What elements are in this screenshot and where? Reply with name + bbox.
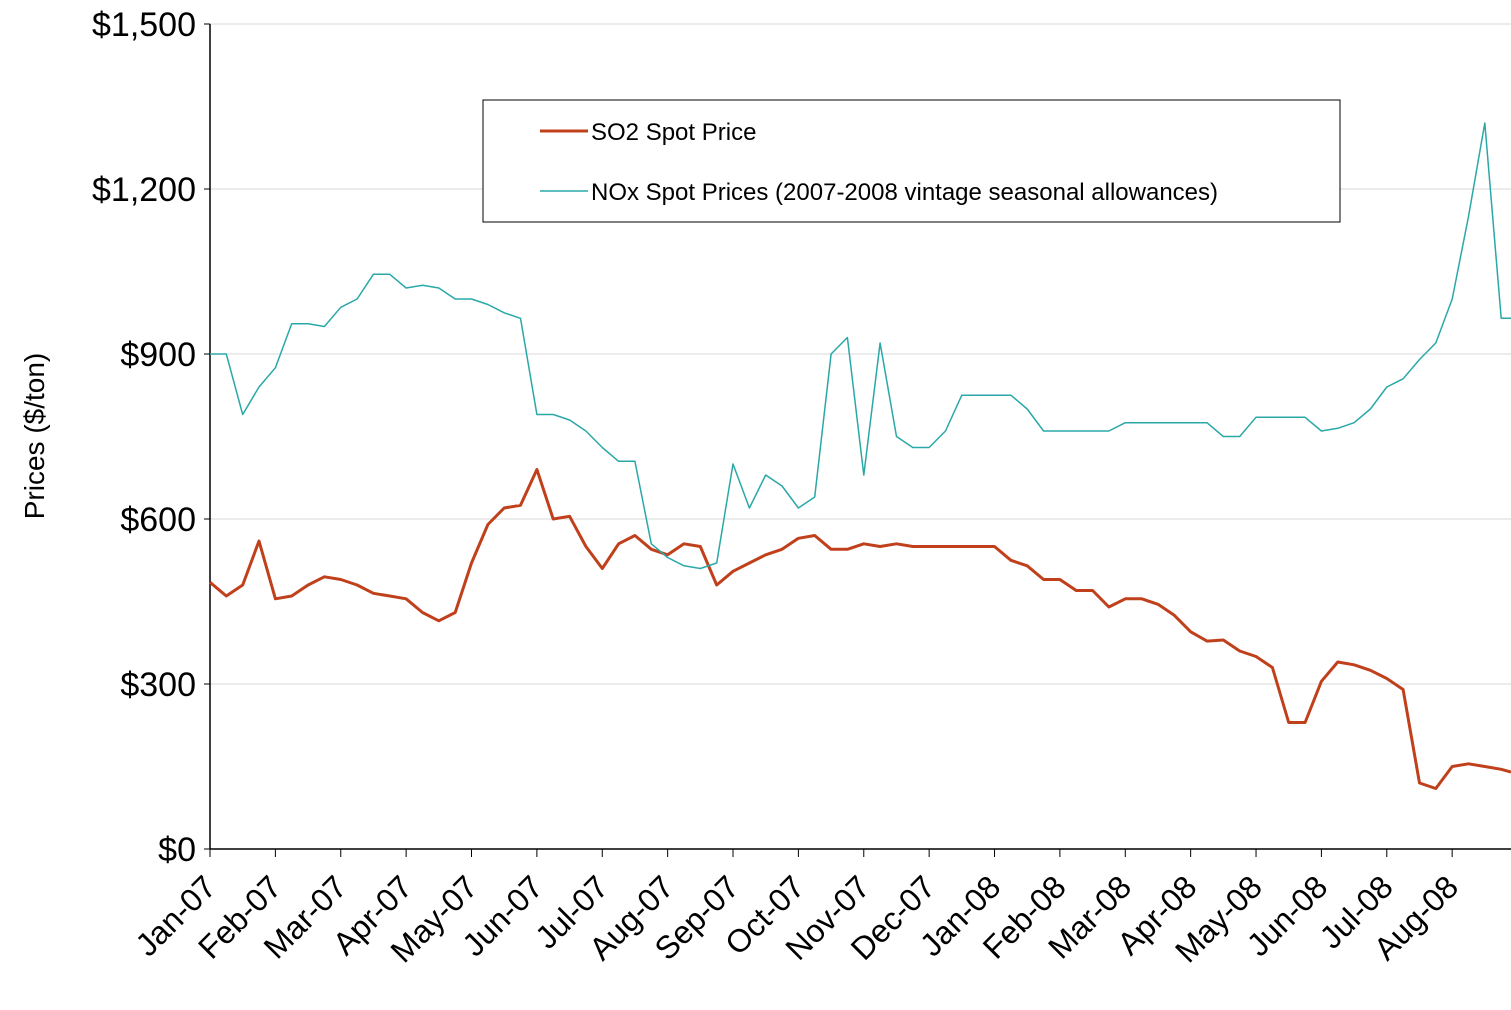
- legend-label: SO2 Spot Price: [591, 119, 756, 146]
- y-tick-label: $600: [120, 501, 196, 539]
- y-axis-label: Prices ($/ton): [19, 353, 50, 520]
- series-line: [210, 122, 1511, 570]
- y-tick-label: $1,200: [92, 171, 196, 209]
- legend-box: [482, 99, 1341, 223]
- y-tick-label: $300: [120, 666, 196, 704]
- legend-label: NOx Spot Prices (2007-2008 vintage seaso…: [591, 179, 1218, 206]
- series-line: [209, 468, 1511, 790]
- y-tick-label: $0: [158, 831, 196, 869]
- y-tick-label: $900: [120, 336, 196, 374]
- y-tick-label: $1,500: [92, 6, 196, 44]
